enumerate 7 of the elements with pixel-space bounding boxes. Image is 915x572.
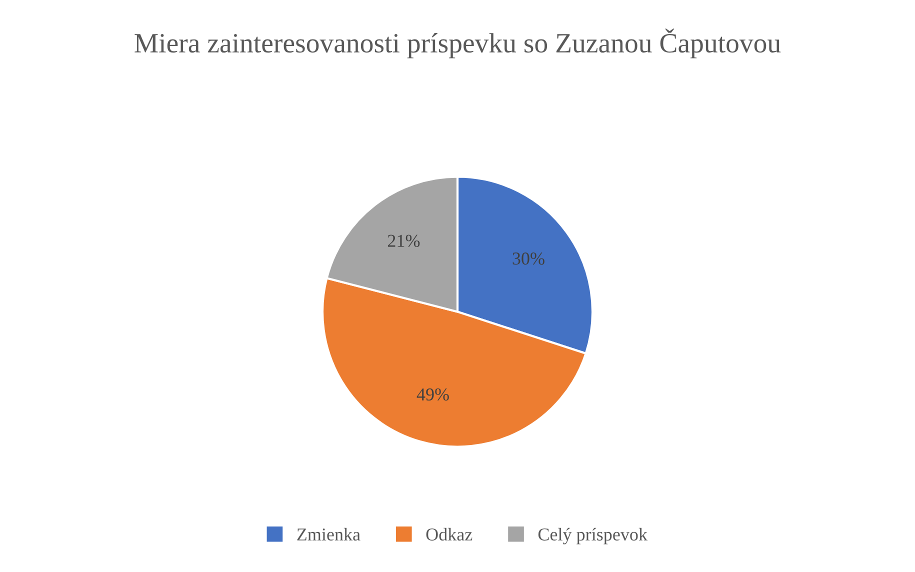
legend-label: Zmienka — [297, 528, 360, 541]
legend-label: Celý príspevok — [538, 528, 648, 544]
chart-title: Miera zainteresovanosti príspevku so Zuzanou Čaputovou — [134, 28, 781, 58]
legend-label: Odkaz — [426, 528, 472, 541]
data-label: 21% — [388, 234, 420, 247]
data-label: 49% — [416, 388, 449, 401]
data-label: 30% — [512, 252, 544, 265]
